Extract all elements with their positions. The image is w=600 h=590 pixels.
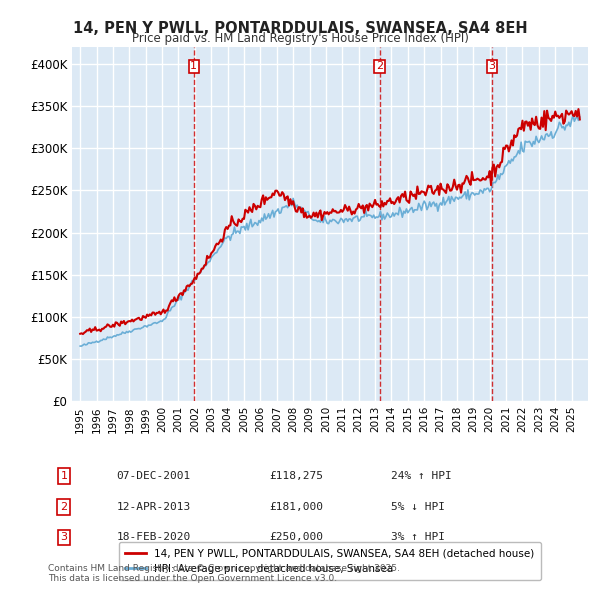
Text: 12-APR-2013: 12-APR-2013 [116, 502, 191, 512]
Text: 14, PEN Y PWLL, PONTARDDULAIS, SWANSEA, SA4 8EH: 14, PEN Y PWLL, PONTARDDULAIS, SWANSEA, … [73, 21, 527, 35]
Text: Price paid vs. HM Land Registry's House Price Index (HPI): Price paid vs. HM Land Registry's House … [131, 32, 469, 45]
Text: 3% ↑ HPI: 3% ↑ HPI [391, 532, 445, 542]
Text: 24% ↑ HPI: 24% ↑ HPI [391, 471, 452, 481]
Text: 2: 2 [60, 502, 67, 512]
Text: 18-FEB-2020: 18-FEB-2020 [116, 532, 191, 542]
Text: £118,275: £118,275 [270, 471, 324, 481]
Text: 3: 3 [61, 532, 67, 542]
Text: 3: 3 [488, 61, 496, 71]
Text: 1: 1 [190, 61, 197, 71]
Text: £250,000: £250,000 [270, 532, 324, 542]
Text: 07-DEC-2001: 07-DEC-2001 [116, 471, 191, 481]
Text: 2: 2 [376, 61, 383, 71]
Legend: 14, PEN Y PWLL, PONTARDDULAIS, SWANSEA, SA4 8EH (detached house), HPI: Average p: 14, PEN Y PWLL, PONTARDDULAIS, SWANSEA, … [119, 542, 541, 580]
Text: £181,000: £181,000 [270, 502, 324, 512]
Text: Contains HM Land Registry data © Crown copyright and database right 2025.
This d: Contains HM Land Registry data © Crown c… [48, 563, 400, 583]
Text: 5% ↓ HPI: 5% ↓ HPI [391, 502, 445, 512]
Text: 1: 1 [61, 471, 67, 481]
